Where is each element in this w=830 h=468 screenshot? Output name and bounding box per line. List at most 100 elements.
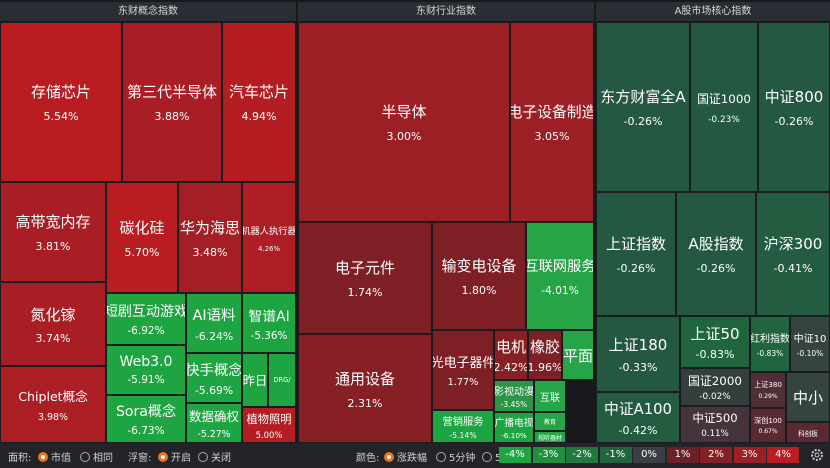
radio[interactable]: 开启 (158, 449, 191, 464)
tile-name: 电子设备制造 (510, 104, 594, 121)
tile-name: 深创100 (754, 415, 782, 425)
tile-change: 3.81% (35, 240, 71, 253)
settings-icon[interactable] (810, 448, 824, 462)
tile-name: 中证800 (764, 88, 824, 106)
tile: 视听器材 (534, 431, 566, 443)
tile: 深创100 0.67% (750, 408, 786, 443)
tile: 数据确权 -5.27% (186, 403, 242, 443)
tile: 广播电视 -6.10% (494, 412, 534, 443)
tile-change: 2.31% (347, 396, 383, 410)
radio[interactable]: 相同 (80, 449, 113, 464)
tile-change: -4.01% (541, 283, 579, 297)
tile: 上证380 0.29% (750, 372, 786, 408)
radio[interactable]: 市值 (38, 449, 71, 464)
option: 开启 (171, 453, 191, 464)
tile-name: 影视动漫 (494, 386, 534, 398)
tile-name: 平面 (563, 346, 594, 365)
tile-name: 上证指数 (605, 235, 666, 253)
tile: 中证10 -0.10% (790, 316, 830, 372)
tile-name: 植物照明 (246, 412, 292, 426)
tile-name: 国证1000 (697, 91, 751, 106)
tile-name: 互联网服务 (526, 258, 594, 275)
tile-name: 输变电设备 (441, 257, 517, 275)
tile: 红利指数 -0.83% (750, 316, 790, 372)
tile-name: A股指数 (688, 235, 744, 253)
tile: 昨日 (242, 353, 268, 407)
tile-change: 4.26% (257, 244, 281, 253)
tile-name: 半导体 (381, 103, 427, 121)
tile: 通用设备 2.31% (298, 334, 432, 443)
tile-change: -5.27% (197, 428, 231, 440)
tile: 互联网服务 -4.01% (526, 222, 594, 330)
radio[interactable]: 涨跌幅 (384, 449, 427, 464)
tile-name: 上证50 (690, 324, 740, 343)
tile-name: Sora概念 (115, 404, 177, 420)
option: 5分钟 (449, 453, 476, 464)
tile-name: 国证2000 (688, 373, 742, 388)
tile-name: 智谱AI (248, 308, 290, 325)
tile: A股指数 -0.26% (676, 192, 756, 316)
tile-change: 3.00% (386, 130, 422, 143)
panel-title: 东财概念指数 (0, 2, 296, 21)
tile-name: 互联 (540, 392, 560, 404)
tile-name: 华为海思 (179, 218, 240, 237)
tile-name: 东方财富全A (600, 88, 686, 106)
legend-step: 0% (633, 447, 665, 463)
radio[interactable]: 5分钟 (436, 449, 475, 464)
legend-step: -2% (566, 447, 598, 463)
tile-name: 数据确权 (188, 409, 239, 425)
tile-name: 电子元件 (334, 259, 395, 277)
tile-change: 1.77% (447, 377, 479, 389)
tile-name: 中证A100 (604, 401, 672, 419)
tile: 平面 (562, 330, 594, 380)
tile: AI语料 -6.24% (186, 293, 242, 353)
tile: 上证指数 -0.26% (596, 192, 676, 316)
tile: 汽车芯片 4.94% (222, 22, 296, 182)
tile: 存储芯片 5.54% (0, 22, 122, 182)
tile: 高带宽内存 3.81% (0, 182, 106, 282)
tile: 机器人执行器 4.26% (242, 182, 296, 293)
tile: 中小 (786, 372, 830, 422)
tile-change: -0.83% (695, 348, 735, 362)
tile-name: 汽车芯片 (228, 83, 289, 101)
tile-change: -5.14% (449, 430, 477, 440)
tile-name: Web3.0 (119, 353, 173, 370)
tile-change: -0.26% (774, 115, 814, 128)
tile-change: -5.91% (127, 374, 165, 387)
tile: 半导体 3.00% (298, 22, 510, 222)
tile: 东方财富全A -0.26% (596, 22, 690, 192)
tile: Chiplet概念 3.98% (0, 366, 106, 443)
tile-name: 光电子器件 (432, 355, 494, 371)
tile: 中证A100 -0.42% (596, 392, 680, 443)
legend-step: -4% (499, 447, 531, 463)
panel-title: A股市场核心指数 (596, 2, 830, 21)
tile: 影视动漫 -3.45% (494, 380, 534, 412)
legend-step: 1% (666, 447, 699, 463)
label: 颜色: (356, 453, 380, 464)
tile: 第三代半导体 3.88% (122, 22, 222, 182)
tile-change: -6.92% (127, 325, 165, 338)
tile: 华为海思 3.48% (178, 182, 242, 293)
tile-name: 上证380 (754, 380, 782, 389)
tile-change: 4.94% (241, 110, 277, 123)
tile: 碳化硅 5.70% (106, 182, 178, 293)
tile: 上证50 -0.83% (680, 316, 750, 368)
tile-name: 第三代半导体 (126, 83, 217, 101)
tile-change: 3.74% (35, 331, 71, 345)
tile-name: 碳化硅 (119, 218, 165, 237)
tile-name: 通用设备 (334, 369, 395, 388)
tile-change: 5.70% (124, 245, 160, 259)
tile-name: 中小 (792, 388, 823, 407)
radio[interactable]: 关闭 (198, 449, 231, 464)
tile-change: 3.48% (192, 245, 228, 259)
tile-name: 高带宽内存 (15, 213, 91, 231)
tile-change: -0.26% (616, 262, 656, 275)
tile: Sora概念 -6.73% (106, 395, 186, 443)
tile: 国证2000 -0.02% (680, 368, 750, 406)
tile-name: AI语料 (192, 307, 236, 324)
tile-change: -6.73% (127, 425, 165, 437)
panel-title: 东财行业指数 (298, 2, 594, 21)
tile-change: 5.54% (43, 110, 79, 123)
tile: Web3.0 -5.91% (106, 345, 186, 395)
tile: 电子元件 1.74% (298, 222, 432, 334)
